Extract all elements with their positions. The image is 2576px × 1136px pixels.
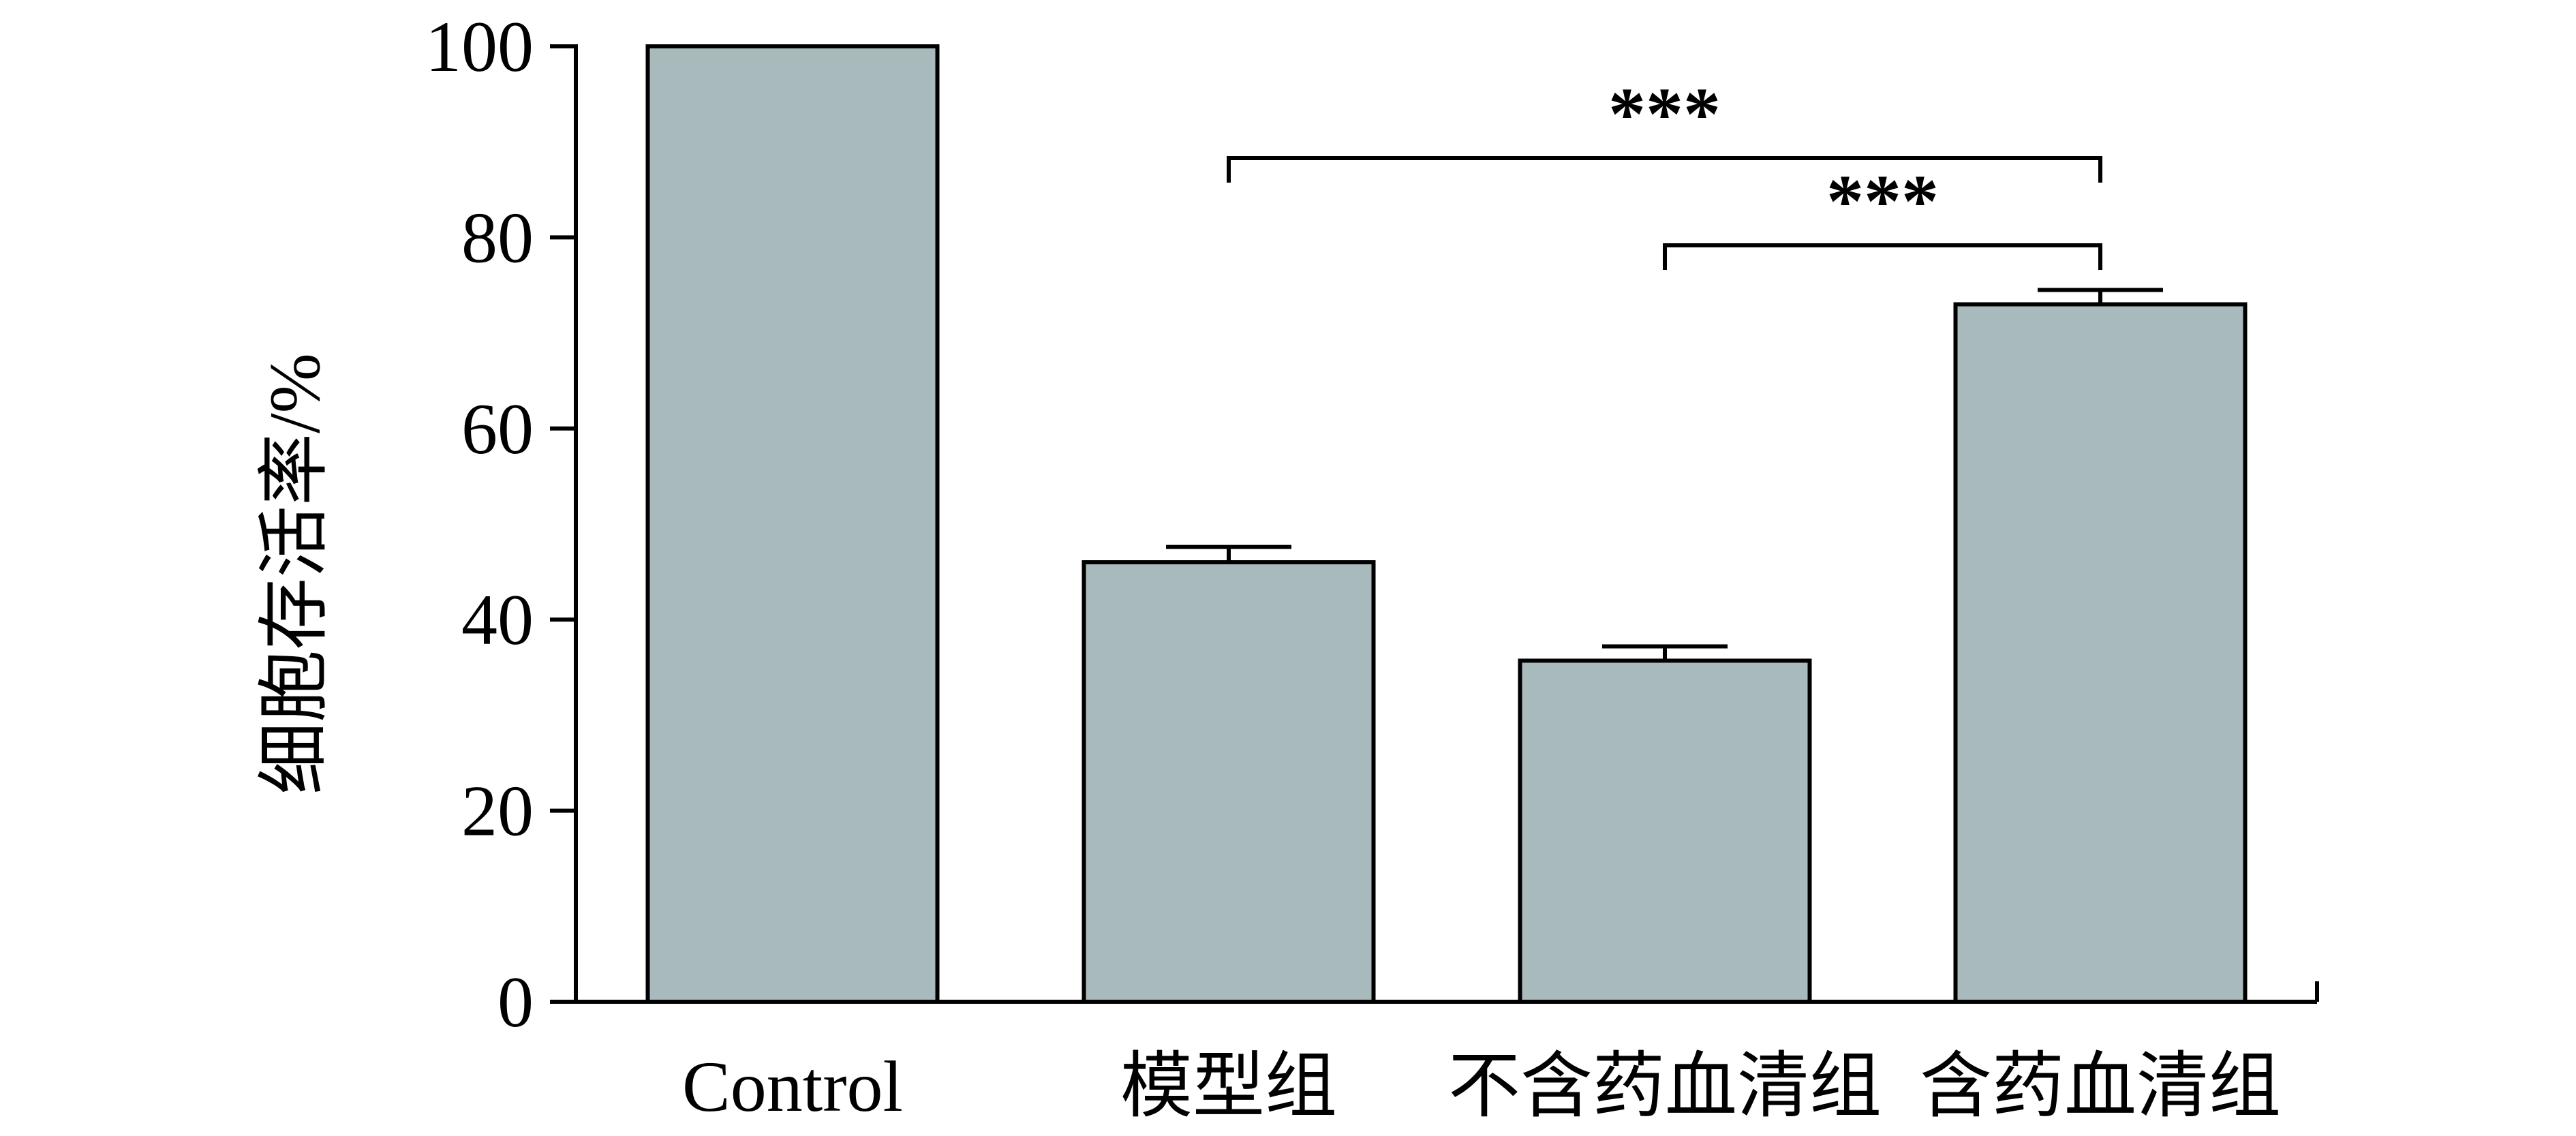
y-tick-label: 40 — [461, 580, 534, 660]
y-tick-label: 20 — [461, 771, 534, 851]
x-category-label: Control — [682, 1047, 903, 1126]
y-axis-label: 细胞存活率/% — [255, 353, 335, 795]
significance-label: *** — [1608, 72, 1721, 155]
significance-brackets: *** *** — [1227, 72, 2102, 270]
bars — [645, 44, 2248, 1004]
y-tick-label: 60 — [461, 389, 534, 469]
significance-bracket — [1227, 156, 2102, 183]
y-tick-label: 80 — [461, 198, 534, 277]
bar — [1953, 302, 2248, 1004]
bar — [1518, 658, 1812, 1004]
significance-label: *** — [1826, 159, 1939, 243]
bar — [1082, 560, 1376, 1004]
category-labels: Control 模型组 不含药血清组 含药血清组 — [682, 1047, 2281, 1126]
y-tick-label: 0 — [497, 962, 534, 1042]
x-category-label: 不含药血清组 — [1448, 1047, 1882, 1126]
y-tick-label: 100 — [425, 7, 534, 87]
error-bars — [1166, 288, 2163, 661]
y-axis: 0 20 40 60 80 100 — [425, 7, 578, 1042]
bar — [645, 44, 940, 1004]
significance-bracket — [1663, 243, 2102, 270]
x-category-label: 模型组 — [1120, 1047, 1337, 1126]
x-category-label: 含药血清组 — [1920, 1047, 2281, 1126]
